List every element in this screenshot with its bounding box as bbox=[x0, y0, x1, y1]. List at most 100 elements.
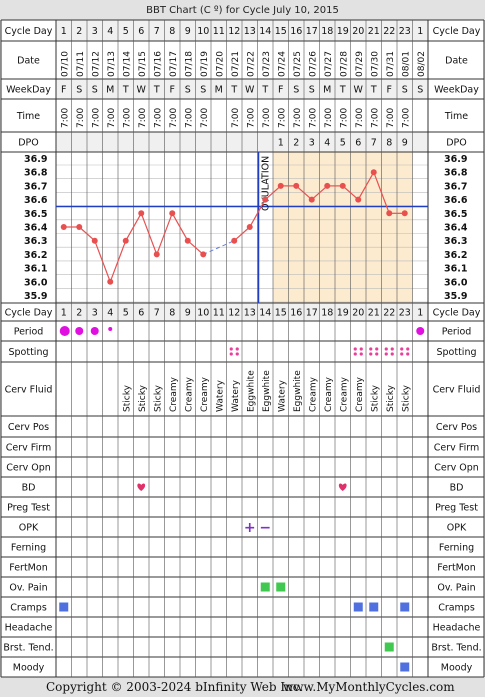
footer: Copyright © 2003-2024 bInfinity Web Inc.… bbox=[0, 679, 485, 697]
time-label: 7:00 bbox=[370, 108, 380, 128]
cycle-day-number: 9 bbox=[185, 26, 191, 37]
cerv-fluid-value: Eggwhite bbox=[246, 370, 256, 412]
dpo-label: 2 bbox=[293, 138, 299, 149]
spotting-dot bbox=[369, 352, 373, 356]
row-label-right-period: Period bbox=[442, 327, 472, 338]
ov-pain-marker bbox=[260, 582, 270, 592]
row-label-cramps: Cramps bbox=[10, 603, 47, 614]
y-tick-label: 36.0 bbox=[24, 277, 48, 288]
cramps-marker bbox=[353, 602, 363, 612]
temp-point bbox=[200, 251, 207, 258]
cycle-day-number: 12 bbox=[228, 308, 240, 319]
temp-point bbox=[184, 237, 191, 244]
temp-line-segment bbox=[94, 240, 111, 283]
spotting-dot bbox=[384, 347, 388, 351]
cycle-day-number: 18 bbox=[321, 308, 333, 319]
row-label-right-moody: Moody bbox=[441, 663, 473, 674]
date-label: 07/10 bbox=[60, 51, 70, 77]
temp-point bbox=[355, 196, 362, 203]
row-label-right-cerv-fluid: Cerv Fluid bbox=[433, 385, 481, 396]
row-label-cycle-day: Cycle Day bbox=[5, 308, 53, 319]
row-label-right-spotting: Spotting bbox=[436, 347, 476, 358]
temp-point bbox=[401, 210, 408, 217]
cycle-day-number: 3 bbox=[92, 26, 98, 37]
time-label: 7:00 bbox=[355, 108, 365, 128]
cycle-day-number: 6 bbox=[138, 308, 144, 319]
temp-point bbox=[262, 196, 269, 203]
cycle-day-number: 5 bbox=[123, 26, 129, 37]
weekday-label: S bbox=[417, 85, 423, 96]
dpo-label: 7 bbox=[371, 138, 377, 149]
weekday-label: T bbox=[153, 85, 160, 96]
weekday-label: W bbox=[354, 85, 364, 96]
time-label: 7:00 bbox=[200, 108, 210, 128]
opk-result: + bbox=[244, 520, 256, 536]
cycle-day-number: 2 bbox=[76, 308, 82, 319]
dpo-label: 8 bbox=[386, 138, 392, 149]
time-label: 7:00 bbox=[386, 108, 396, 128]
row-label-cerv-fluid: Cerv Fluid bbox=[5, 385, 53, 396]
time-label: 7:00 bbox=[293, 108, 303, 128]
cycle-day-number: 7 bbox=[154, 308, 160, 319]
time-label: 7:00 bbox=[324, 108, 334, 128]
time-label: 7:00 bbox=[169, 108, 179, 128]
temp-line-segment bbox=[342, 185, 359, 201]
weekday-label: S bbox=[76, 85, 82, 96]
temp-line-segment bbox=[156, 213, 173, 255]
moody-marker bbox=[400, 662, 410, 672]
temp-point bbox=[293, 182, 300, 189]
time-label: 7:00 bbox=[231, 108, 241, 128]
cerv-fluid-value: Eggwhite bbox=[262, 370, 272, 412]
temp-line-segment bbox=[357, 171, 375, 200]
cycle-day-number: 12 bbox=[228, 26, 240, 37]
weekday-label: M bbox=[215, 85, 223, 96]
cramps-marker bbox=[369, 602, 379, 612]
cycle-day-number: 20 bbox=[352, 308, 364, 319]
date-label: 07/27 bbox=[324, 51, 334, 77]
y-tick-label: 36.6 bbox=[24, 195, 48, 206]
row-label-preg-test: Preg Test bbox=[7, 503, 50, 514]
date-label: 07/17 bbox=[169, 51, 179, 77]
weekday-label: F bbox=[387, 85, 392, 96]
row-label-right-cycle-day: Cycle Day bbox=[433, 26, 481, 37]
y-tick-label: 36.4 bbox=[24, 223, 48, 234]
row-label-ferning: Ferning bbox=[11, 543, 46, 554]
date-label: 07/23 bbox=[262, 51, 272, 77]
cerv-fluid-value: Sticky bbox=[122, 384, 132, 412]
spotting-dot bbox=[390, 347, 394, 351]
opk-result: − bbox=[259, 520, 271, 536]
row-label-opk: OPK bbox=[19, 523, 39, 534]
time-label: 7:00 bbox=[153, 108, 163, 128]
weekday-label: S bbox=[293, 85, 299, 96]
temp-line-segment bbox=[78, 226, 96, 242]
row-label-right-fertmon: FertMon bbox=[437, 563, 475, 574]
cycle-day-number: 8 bbox=[169, 26, 175, 37]
weekday-label: T bbox=[261, 85, 268, 96]
weekday-label: F bbox=[61, 85, 66, 96]
temp-point bbox=[60, 224, 67, 230]
time-label: 7:00 bbox=[60, 108, 70, 128]
cycle-day-number: 16 bbox=[290, 26, 302, 37]
date-label: 07/29 bbox=[355, 51, 365, 77]
cycle-day-number: 23 bbox=[399, 26, 411, 37]
cerv-fluid-value: Eggwhite bbox=[293, 370, 303, 412]
row-label-right-ov-pain: Ov. Pain bbox=[437, 583, 475, 594]
chart-background bbox=[1, 20, 484, 677]
bd-heart-icon bbox=[338, 483, 347, 491]
temp-point bbox=[277, 182, 284, 189]
spotting-dot bbox=[400, 347, 404, 351]
date-label: 07/14 bbox=[122, 51, 132, 77]
site-link[interactable]: www.MyMonthlyCycles.com bbox=[283, 680, 455, 694]
date-label: 07/24 bbox=[277, 51, 287, 77]
cycle-day-number: 3 bbox=[92, 308, 98, 319]
row-label-right-ferning: Ferning bbox=[439, 543, 474, 554]
dpo-label: 6 bbox=[355, 138, 361, 149]
weekday-label: T bbox=[122, 85, 129, 96]
period-dot bbox=[108, 327, 113, 331]
temp-line-segment bbox=[125, 213, 142, 241]
y-tick-label: 36.7 bbox=[24, 181, 47, 192]
temp-line-segment bbox=[171, 213, 189, 241]
copyright-text: Copyright © 2003-2024 bInfinity Web Inc. bbox=[46, 680, 304, 694]
date-label: 07/12 bbox=[91, 51, 101, 77]
row-label-right-cerv-firm: Cerv Firm bbox=[434, 443, 479, 454]
